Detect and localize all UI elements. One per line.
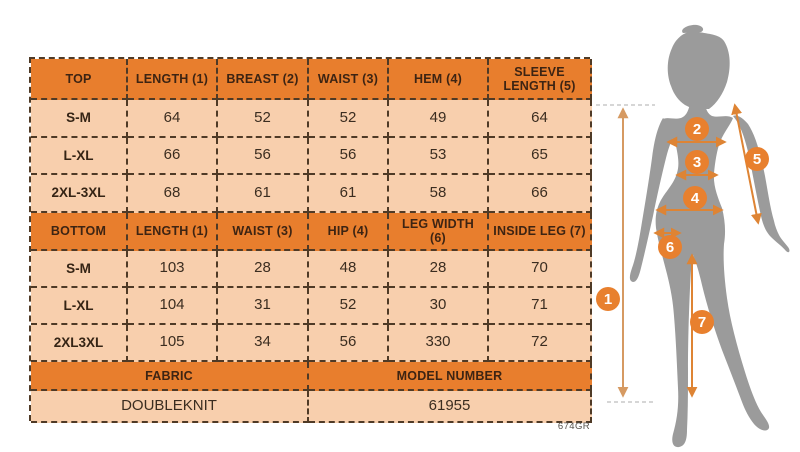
top-row-value: 65 [489, 138, 592, 175]
marker-3: 3 [685, 150, 709, 174]
top-header-category: TOP [31, 59, 128, 100]
top-row-value: 61 [309, 175, 389, 213]
top-header-waist: WAIST (3) [309, 59, 389, 100]
top-header-breast: BREAST (2) [218, 59, 309, 100]
fabric-header: FABRIC [31, 362, 309, 391]
top-row-value: 61 [218, 175, 309, 213]
top-row-size: S-M [31, 100, 128, 138]
svg-text:2: 2 [693, 121, 701, 138]
fabric-value: DOUBLEKNIT [31, 391, 309, 423]
svg-text:1: 1 [604, 291, 612, 308]
top-row-value: 66 [128, 138, 218, 175]
measurement-figure: 1 2 3 4 5 6 7 [593, 10, 800, 452]
marker-7: 7 [690, 310, 714, 334]
top-header-hem: HEM (4) [389, 59, 489, 100]
top-row-value: 66 [489, 175, 592, 213]
female-silhouette-icon [629, 24, 790, 448]
bottom-row-value: 103 [128, 251, 218, 288]
bottom-row-size: L-XL [31, 288, 128, 325]
bottom-row-value: 330 [389, 325, 489, 362]
svg-text:7: 7 [698, 314, 706, 331]
model-number-value: 61955 [309, 391, 592, 423]
size-chart-table: TOP LENGTH (1) BREAST (2) WAIST (3) HEM … [29, 57, 592, 423]
bottom-row-value: 56 [309, 325, 389, 362]
top-row-value: 58 [389, 175, 489, 213]
top-row-size: 2XL-3XL [31, 175, 128, 213]
bottom-row-value: 34 [218, 325, 309, 362]
bottom-header-category: BOTTOM [31, 213, 128, 251]
marker-6: 6 [658, 235, 682, 259]
top-row-value: 56 [218, 138, 309, 175]
bottom-row-value: 52 [309, 288, 389, 325]
svg-text:5: 5 [753, 151, 761, 168]
bottom-row-value: 31 [218, 288, 309, 325]
svg-text:4: 4 [691, 190, 700, 207]
top-row-value: 53 [389, 138, 489, 175]
bottom-row-value: 48 [309, 251, 389, 288]
top-row-value: 64 [128, 100, 218, 138]
top-row-size: L-XL [31, 138, 128, 175]
bottom-header-hip: HIP (4) [309, 213, 389, 251]
top-row-value: 64 [489, 100, 592, 138]
top-row-value: 52 [218, 100, 309, 138]
marker-5: 5 [745, 147, 769, 171]
model-number-header: MODEL NUMBER [309, 362, 592, 391]
top-row-value: 49 [389, 100, 489, 138]
top-row-value: 52 [309, 100, 389, 138]
bottom-row-value: 28 [389, 251, 489, 288]
bottom-header-waist: WAIST (3) [218, 213, 309, 251]
marker-4: 4 [683, 186, 707, 210]
bottom-header-legwidth: LEG WIDTH (6) [389, 213, 489, 251]
bottom-row-value: 70 [489, 251, 592, 288]
bottom-row-value: 72 [489, 325, 592, 362]
marker-1: 1 [596, 287, 620, 311]
top-header-length: LENGTH (1) [128, 59, 218, 100]
svg-text:6: 6 [666, 239, 674, 256]
top-row-value: 68 [128, 175, 218, 213]
bottom-row-value: 104 [128, 288, 218, 325]
top-row-value: 56 [309, 138, 389, 175]
bottom-row-value: 71 [489, 288, 592, 325]
bottom-row-size: S-M [31, 251, 128, 288]
bottom-header-length: LENGTH (1) [128, 213, 218, 251]
bottom-row-value: 105 [128, 325, 218, 362]
bottom-header-insideleg: INSIDE LEG (7) [489, 213, 592, 251]
marker-2: 2 [685, 117, 709, 141]
style-code: 674GR [557, 421, 590, 432]
bottom-row-value: 30 [389, 288, 489, 325]
bottom-row-value: 28 [218, 251, 309, 288]
bottom-row-size: 2XL3XL [31, 325, 128, 362]
top-header-sleeve: SLEEVE LENGTH (5) [489, 59, 592, 100]
svg-text:3: 3 [693, 154, 701, 171]
